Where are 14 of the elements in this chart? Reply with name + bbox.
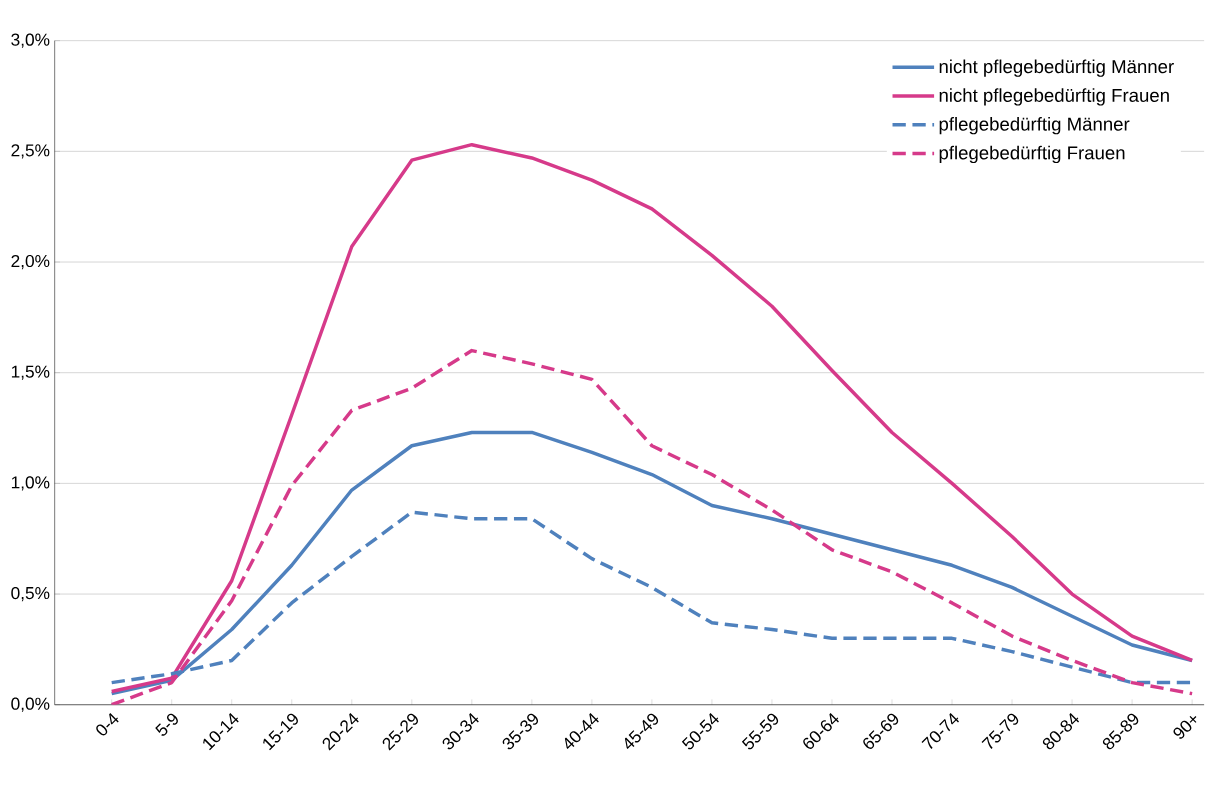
- y-tick-label: 0,0%: [11, 697, 50, 712]
- legend-label: nicht pflegebedürftig Frauen: [939, 88, 1169, 106]
- legend-label: pflegebedürftig Frauen: [939, 145, 1125, 164]
- y-tick-label: 1,5%: [11, 365, 50, 380]
- y-tick-label: 1,0%: [11, 476, 50, 491]
- x-tick-label: 90+: [1173, 716, 1197, 739]
- y-tick-label: 0,5%: [11, 587, 50, 602]
- x-tick-label: 0-4: [96, 713, 119, 736]
- y-tick-label: 3,0%: [11, 33, 50, 48]
- x-tick-label: 5-9: [155, 713, 178, 736]
- legend-label: nicht pflegebedürftig Männer: [939, 59, 1174, 77]
- legend-label: pflegebedürftig Männer: [939, 117, 1130, 135]
- y-tick-label: 2,0%: [11, 255, 50, 270]
- y-tick-label: 2,5%: [11, 144, 50, 159]
